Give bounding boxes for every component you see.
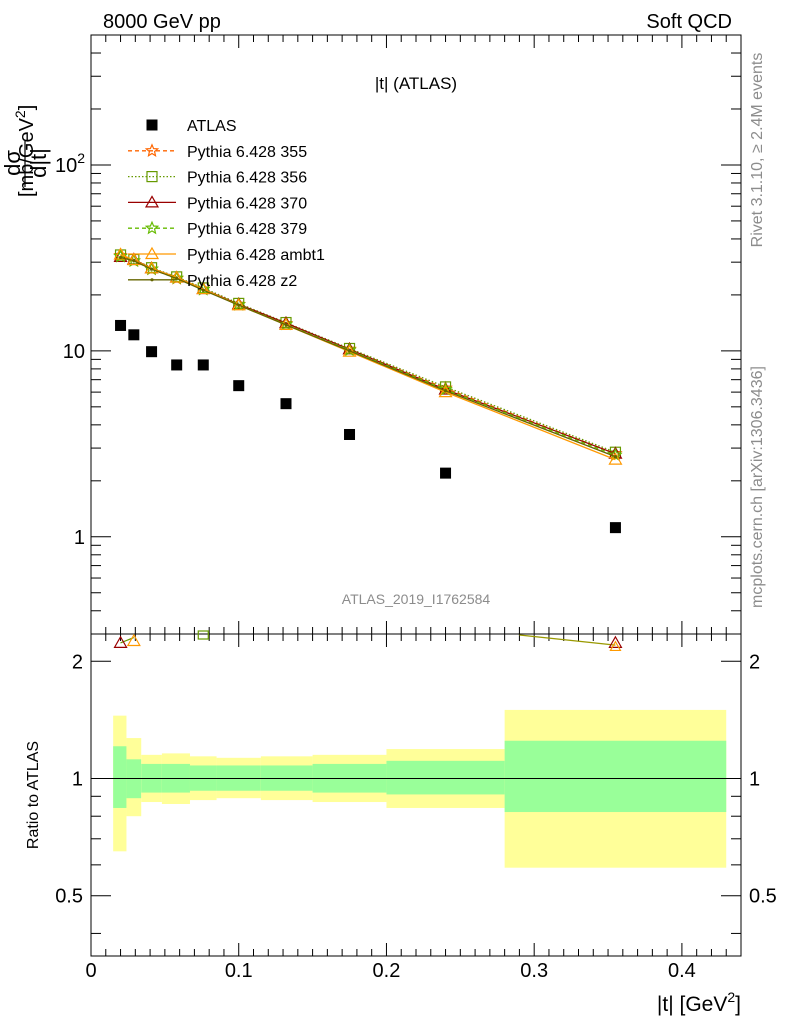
ratio-bands [91,709,741,868]
ratio-tick-label-left: 2 [72,651,83,673]
legend-label: Pythia 6.428 355 [187,144,307,161]
watermark: ATLAS_2019_I1762584 [342,591,491,607]
ratio-tick-label-left: 1 [72,768,83,790]
series-marker [146,171,158,183]
ratio-tick-label-right: 0.5 [749,886,777,908]
header-right: Soft QCD [646,11,732,33]
svg-text:d|t|: d|t| [26,148,51,178]
series-marker [144,195,160,208]
data-point [344,428,356,440]
series-marker [342,344,357,357]
legend-label: ATLAS [187,118,237,135]
legend: ATLAS Pythia 6.428 355 Pythia 6.428 356 Pyt… [128,118,325,290]
mcplots-label: mcplots.cern.ch [arXiv:1306.3436] [749,366,766,608]
series-marker [284,323,288,327]
legend-item: Pythia 6.428 z2 [128,273,297,290]
series-marker [347,349,352,353]
ratio-tick-label-right: 1 [749,768,760,790]
ratio-series [113,630,623,652]
ratio-line [519,634,616,646]
plot-title: |t| (ATLAS) [375,74,457,93]
series-marker [144,220,160,235]
data-point [280,398,292,410]
data-point [146,346,158,358]
legend-marker [146,119,158,131]
legend-item: Pythia 6.428 356 [128,170,307,187]
x-tick-label: 0.3 [520,960,548,982]
legend-label: Pythia 6.428 356 [187,170,307,187]
header-left: 8000 GeV pp [103,11,221,33]
legend-label: Pythia 6.428 ambt1 [187,247,325,264]
main-series [113,247,623,534]
ratio-marker [609,640,622,652]
data-point [171,359,183,371]
legend-item: ATLAS [146,118,237,135]
data-point [233,380,245,392]
series-marker [438,382,453,395]
ratio-marker [126,633,141,647]
series-marker [144,143,160,157]
data-point [440,467,452,479]
data-point [609,522,621,534]
series-marker [613,454,618,459]
y-axis-label: dσ d|t| [mb/GeV2] [0,105,51,197]
data-point [128,329,140,341]
y-tick-label: 1 [74,527,85,549]
series-marker [237,303,241,307]
series-marker [149,267,154,271]
data-point [197,359,209,371]
ratio-ticks: 0.5 0.5 1 1 2 2 [55,634,777,956]
series-marker [144,246,160,260]
svg-text:dσ: dσ [0,150,25,176]
x-tick-labels: 0 0.1 0.2 0.3 0.4 [85,960,695,982]
series-marker [278,316,294,331]
series-marker [443,389,448,393]
series-atlas [115,319,621,534]
data-point [115,319,127,331]
ratio-band-inner [386,760,505,795]
series-marker [132,259,136,263]
ratio-ylabel: Ratio to ATLAS [25,741,42,849]
series-marker [608,452,623,465]
legend-item: Pythia 6.428 355 [128,143,307,161]
series-marker [118,255,123,260]
rivet-label: Rivet 3.1.10, ≥ 2.4M events [749,53,766,248]
ratio-band-inner [113,746,127,808]
ratio-plot: 0.5 0.5 1 1 2 2 Ratio to ATLAS [25,630,777,957]
y-tick-label: 102 [55,150,85,177]
legend-label: Pythia 6.428 z2 [187,273,297,290]
series-pythia-6-428-z2 [118,255,618,459]
x-axis-label: |t| [GeV2] [657,989,741,1016]
ratio-tick-label-left: 0.5 [55,886,83,908]
legend-item: Pythia 6.428 ambt1 [128,246,325,264]
series-marker [126,252,141,266]
main-ticks: 1 10 102 [55,34,742,635]
legend-label: Pythia 6.428 370 [187,195,307,212]
x-tick-label: 0 [85,960,96,982]
ratio-band-inner [504,740,727,813]
legend-label: Pythia 6.428 379 [187,221,307,238]
y-tick-label: 10 [63,341,85,363]
legend-item: Pythia 6.428 370 [128,195,307,212]
series-line [120,256,616,458]
ratio-tick-label-right: 2 [749,651,760,673]
main-plot: |t| (ATLAS) ATLAS_2019_I1762584 1 10 102 A… [55,34,742,635]
x-tick-label: 0.4 [668,960,696,982]
ratio-marker [197,630,209,640]
series-marker [201,288,205,292]
ratio-marker [113,635,128,648]
series-marker [150,278,154,282]
ratio-marker [608,635,623,648]
series-marker [342,342,357,357]
svg-text:[mb/GeV2]: [mb/GeV2] [12,105,38,197]
x-tick-label: 0.1 [225,960,253,982]
legend-item: Pythia 6.428 379 [128,220,307,238]
x-tick-label: 0.2 [373,960,401,982]
